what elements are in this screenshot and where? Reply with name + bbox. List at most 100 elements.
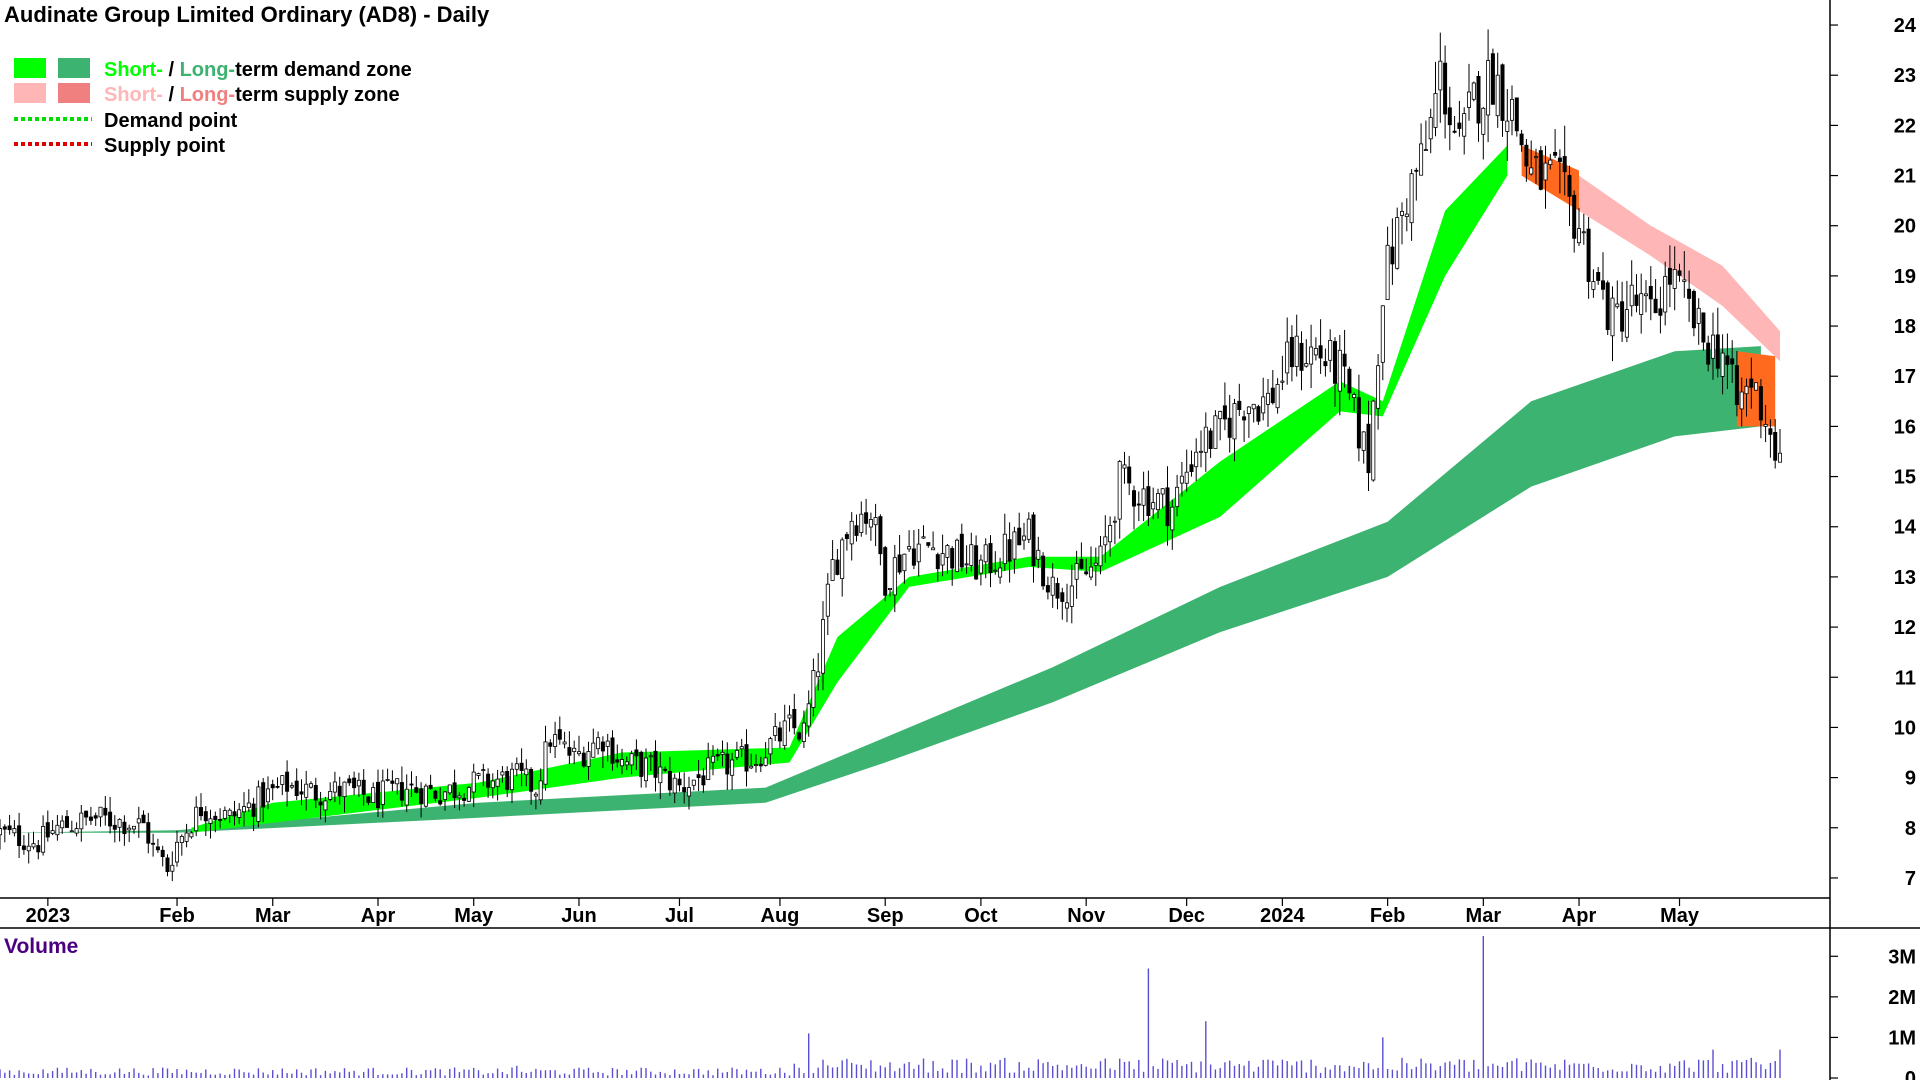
candle-body — [1304, 363, 1309, 367]
candle-body — [653, 750, 658, 778]
candle-body — [945, 545, 950, 558]
candle-body — [1208, 430, 1213, 449]
candle-body — [844, 534, 849, 539]
candle-body — [1419, 143, 1424, 176]
candle-body — [170, 864, 175, 872]
candle-body — [1352, 394, 1357, 398]
candle-body — [586, 751, 591, 767]
y-tick-label: 21 — [1894, 166, 1916, 188]
candle-body — [706, 757, 711, 781]
candle-body — [955, 539, 960, 573]
candle-body — [108, 811, 113, 827]
candle-body — [1548, 159, 1553, 166]
candle-body — [261, 782, 266, 808]
candle-body — [1294, 335, 1299, 367]
legend-supply-short: Short- — [104, 84, 163, 106]
candle-body — [1443, 62, 1448, 115]
candle-body — [471, 771, 476, 793]
candle-body — [476, 773, 481, 776]
candle-body — [1553, 151, 1558, 156]
candle-body — [318, 801, 323, 806]
candle-body — [289, 785, 294, 788]
candle-body — [1624, 309, 1629, 338]
candle-body — [1151, 502, 1156, 510]
candle-body — [1557, 157, 1562, 162]
candle-body — [672, 777, 677, 794]
candle-body — [17, 825, 22, 846]
x-tick-label: Mar — [255, 905, 291, 927]
candle-body — [270, 784, 275, 789]
candle-body — [950, 548, 955, 569]
candle-body — [682, 787, 687, 793]
candle-body — [1132, 490, 1137, 507]
candle-body — [557, 729, 562, 740]
candle-body — [1457, 122, 1462, 129]
candle-body — [1447, 107, 1452, 126]
candle-body — [1242, 416, 1247, 421]
x-tick-label: Nov — [1067, 905, 1106, 927]
candle-body — [1423, 149, 1428, 152]
legend-demand-rest: term demand zone — [235, 59, 412, 81]
candle-body — [1390, 246, 1395, 265]
candle-body — [136, 818, 141, 824]
candle-body — [1715, 334, 1720, 369]
candle-body — [806, 703, 811, 727]
candle-body — [1189, 464, 1194, 473]
candle-body — [323, 800, 328, 811]
x-tick-label: Mar — [1466, 905, 1502, 927]
candle-body — [285, 771, 290, 792]
candle-body — [897, 554, 902, 573]
x-tick-label: Feb — [1370, 905, 1406, 927]
candle-body — [1438, 60, 1443, 91]
candle-body — [1524, 144, 1529, 167]
candle-body — [1079, 559, 1084, 569]
candle-body — [1376, 365, 1381, 409]
candle-body — [294, 780, 299, 796]
candle-body — [1146, 486, 1151, 517]
candle-body — [1309, 346, 1314, 365]
candle-body — [1328, 339, 1333, 361]
candle-body — [1763, 423, 1768, 427]
candle-body — [720, 751, 725, 755]
candle-body — [1342, 353, 1347, 367]
candle-body — [414, 787, 419, 793]
candle-body — [1175, 486, 1180, 507]
x-tick-label: Aug — [761, 905, 800, 927]
candle-body — [821, 619, 826, 674]
candle-body — [1074, 563, 1079, 580]
candle-body — [457, 795, 462, 799]
candle-body — [198, 807, 203, 817]
candle-body — [69, 830, 74, 833]
volume-tick-label: 2M — [1888, 987, 1916, 1009]
candle-body — [275, 786, 280, 788]
candle-body — [146, 822, 151, 844]
candle-body — [1596, 271, 1601, 281]
candle-body — [538, 780, 543, 801]
candle-body — [1634, 294, 1639, 306]
legend-swatch-long-supply — [58, 83, 90, 103]
candle-body — [1687, 288, 1692, 299]
long-term-demand-zone — [0, 346, 1761, 833]
candle-body — [744, 744, 749, 772]
candle-body — [892, 557, 897, 596]
candle-body — [811, 670, 816, 708]
candle-body — [1629, 284, 1634, 307]
candle-body — [572, 747, 577, 752]
candle-body — [208, 818, 213, 824]
candle-body — [840, 539, 845, 580]
candle-body — [131, 825, 136, 830]
candle-body — [596, 737, 601, 750]
legend-demand-short: Short- — [104, 59, 163, 81]
volume-tick-label: 1M — [1888, 1027, 1916, 1049]
candle-body — [959, 533, 964, 568]
candle-body — [1299, 342, 1304, 371]
candle-body — [1404, 213, 1409, 218]
candle-body — [1653, 298, 1658, 314]
candle-body — [1285, 341, 1290, 374]
candle-body — [524, 768, 529, 776]
candle-body — [1385, 244, 1390, 301]
candle-body — [371, 787, 376, 804]
y-tick-label: 22 — [1894, 115, 1916, 137]
candle-body — [605, 740, 610, 747]
candle-body — [1069, 585, 1074, 607]
